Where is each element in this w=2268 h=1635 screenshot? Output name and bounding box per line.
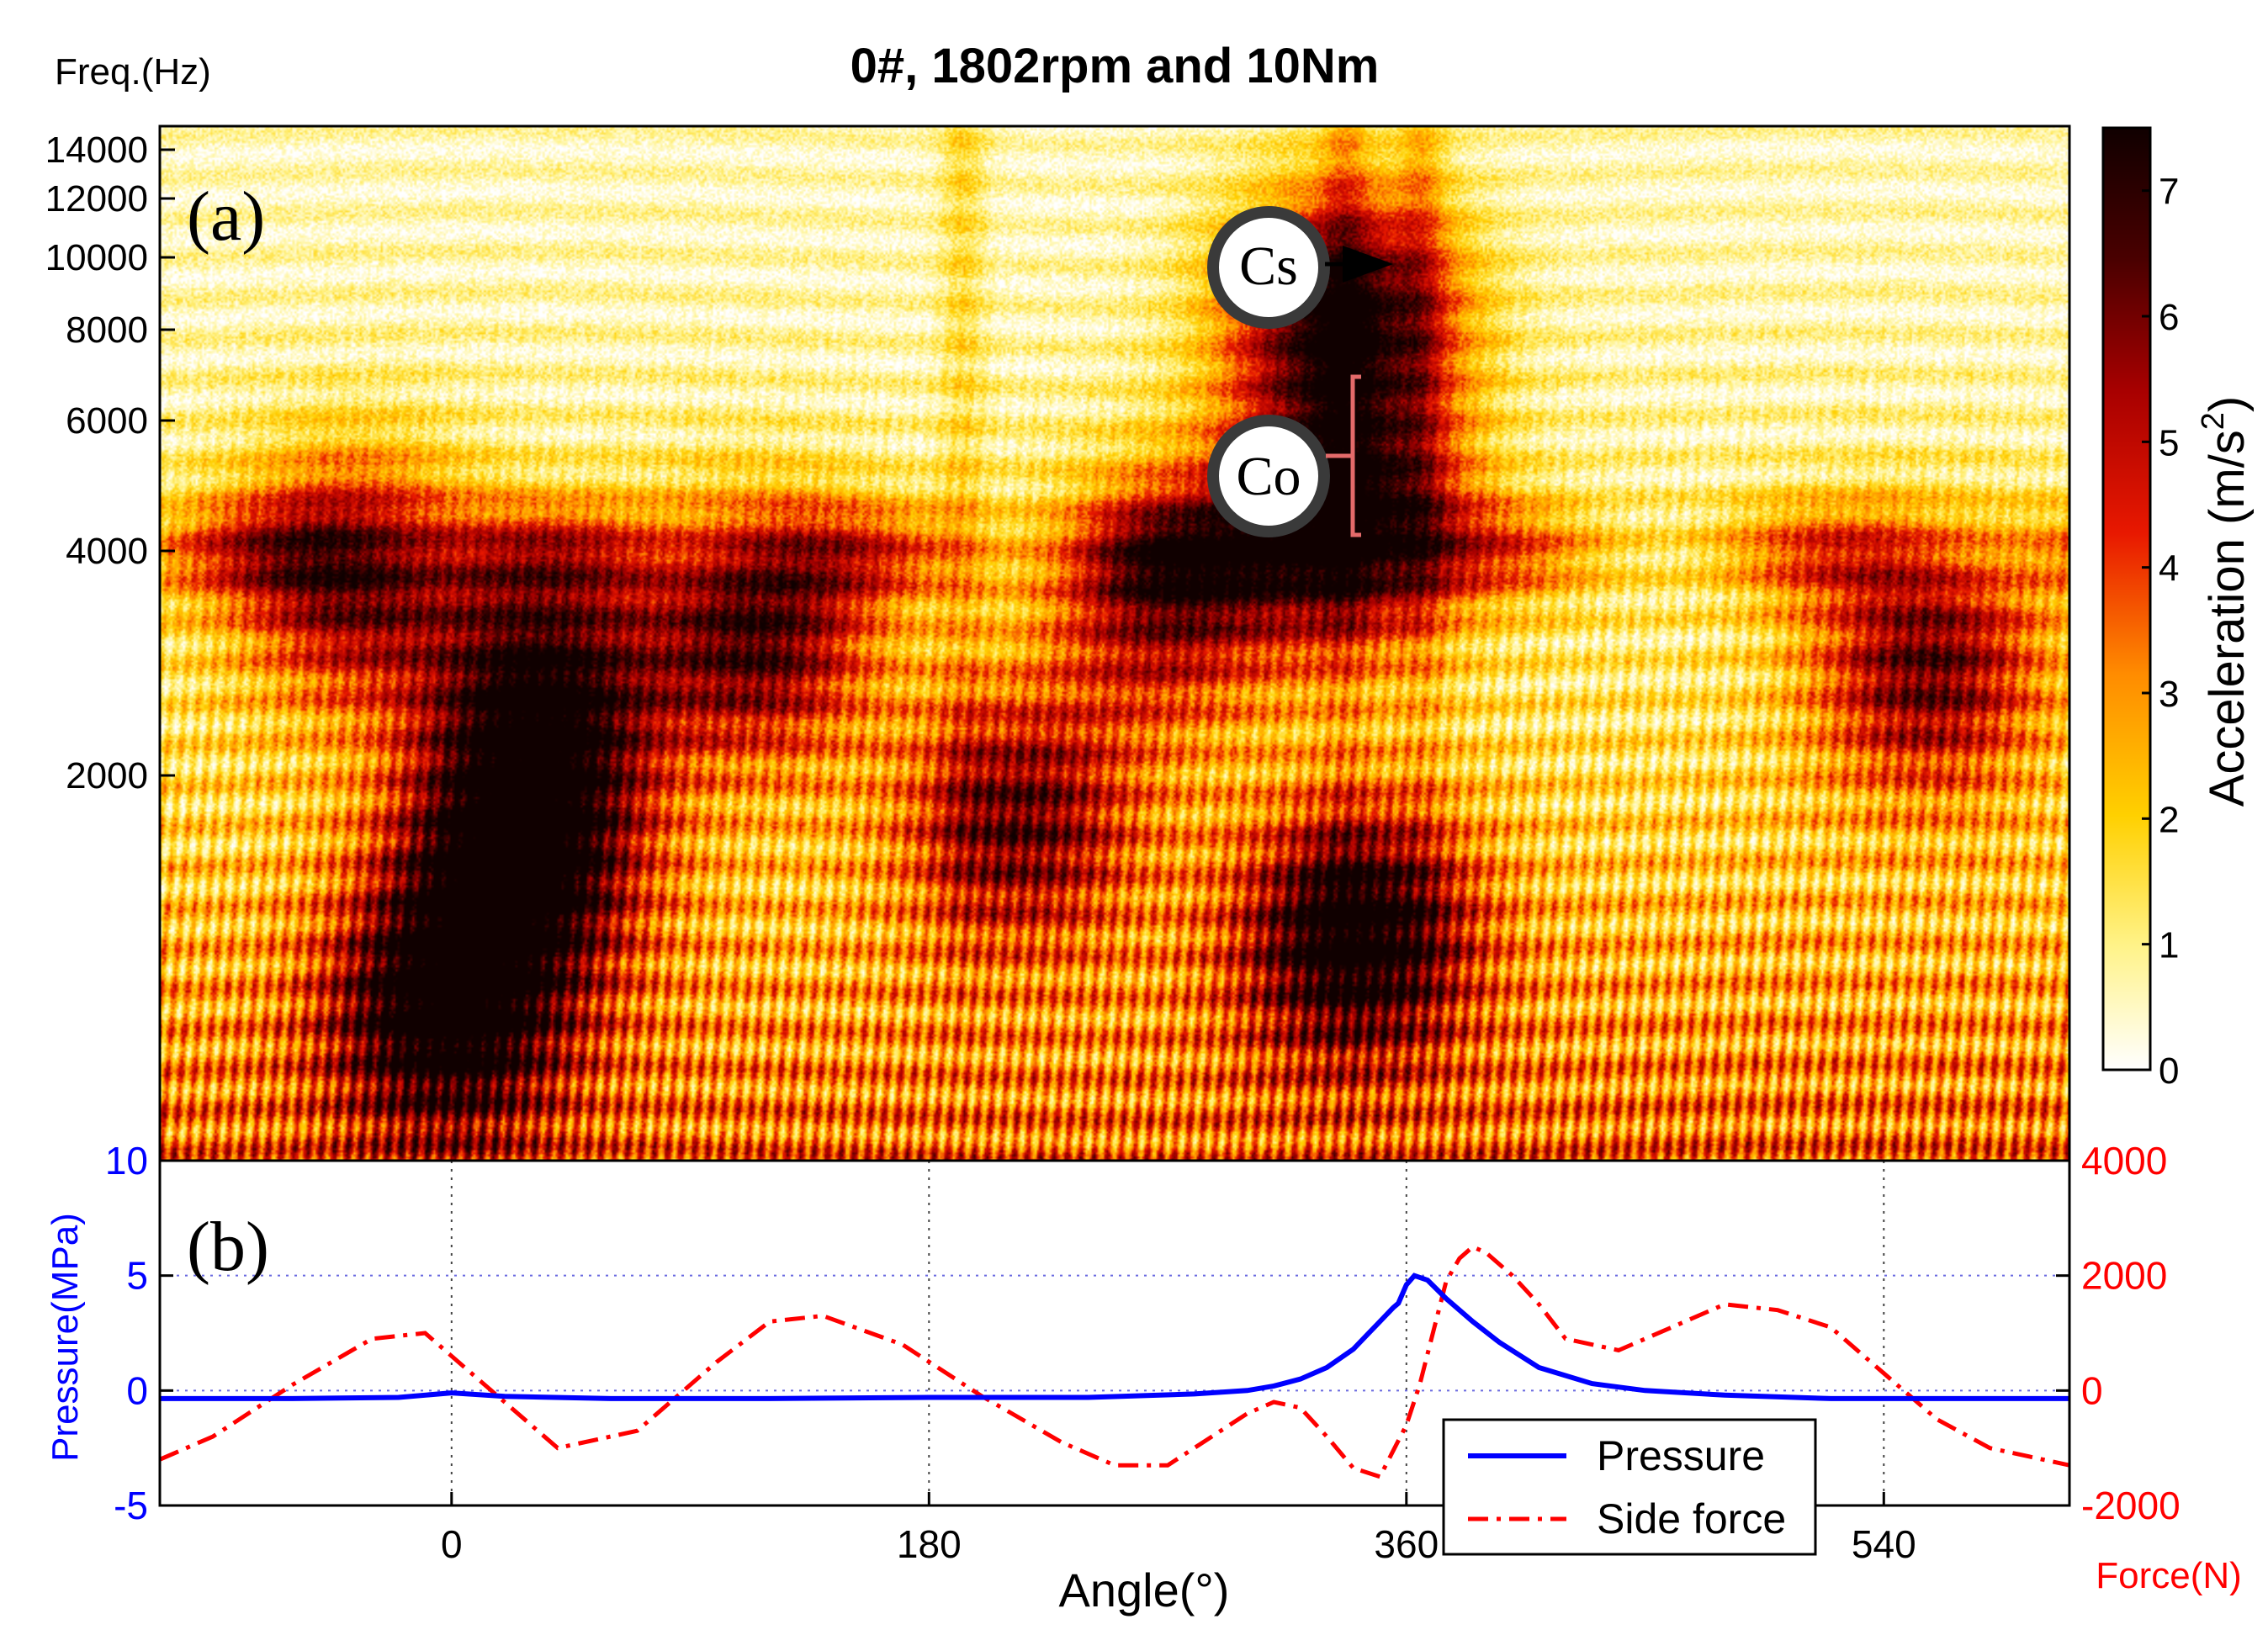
plot-b-frame bbox=[158, 1159, 2071, 1507]
cs-arrow-head bbox=[1343, 246, 1393, 283]
force-tick-label: 4000 bbox=[2081, 1139, 2167, 1183]
chart-title: 0#, 1802rpm and 10Nm bbox=[850, 39, 1380, 93]
colorbar-label: Acceleration (m/s2) bbox=[2196, 396, 2255, 807]
force-tick-label: 0 bbox=[2081, 1368, 2103, 1412]
legend: Pressure Side force bbox=[1442, 1418, 1817, 1556]
x-axis-label-angle: Angle(°) bbox=[1059, 1564, 1230, 1616]
colorbar-label-end: ) bbox=[2200, 396, 2255, 412]
co-label: Co bbox=[1236, 446, 1301, 507]
colorbar-tick-label: 4 bbox=[2159, 548, 2179, 590]
panel-a: 0#, 1802rpm and 10Nm Freq.(Hz) 140001200… bbox=[45, 39, 2255, 1162]
colorbar-tick-label: 2 bbox=[2159, 799, 2179, 840]
colorbar-tick-label: 6 bbox=[2159, 297, 2179, 338]
colorbar-label-sup: 2 bbox=[2196, 412, 2231, 430]
colorbar-tick-label: 0 bbox=[2159, 1050, 2179, 1092]
legend-box bbox=[1442, 1418, 1817, 1556]
annotation-cs: Cs bbox=[1207, 206, 1393, 329]
co-bracket bbox=[1326, 374, 1361, 537]
colorbar-tick-label: 3 bbox=[2159, 674, 2179, 715]
grid-b bbox=[160, 1161, 2069, 1505]
force-ticks: 4000 2000 0 -2000 bbox=[2056, 1139, 2181, 1527]
panel-label-b: (b) bbox=[187, 1208, 269, 1286]
panel-label-a: (a) bbox=[187, 177, 265, 256]
legend-side-force-label: Side force bbox=[1597, 1495, 1786, 1542]
angle-ticks: 0 180 360 540 bbox=[441, 1492, 1916, 1566]
y-axis-label-force: Force(N) bbox=[2096, 1555, 2242, 1596]
cs-label: Cs bbox=[1239, 235, 1298, 297]
annotation-co: Co bbox=[1207, 374, 1361, 537]
pressure-tick-label: 5 bbox=[126, 1254, 148, 1298]
freq-tick-label: 10000 bbox=[45, 237, 148, 278]
legend-pressure-label: Pressure bbox=[1597, 1432, 1765, 1479]
colorbar-gradient bbox=[2101, 126, 2152, 1071]
pressure-tick-label: -5 bbox=[114, 1484, 148, 1527]
co-circle bbox=[1207, 415, 1330, 537]
colorbar-tick-label: 5 bbox=[2159, 422, 2179, 463]
colorbar-ticks: 0 1 2 3 4 5 6 7 bbox=[2142, 172, 2179, 1092]
colorbar-tick-label: 7 bbox=[2159, 172, 2179, 213]
spectrogram-heatmap bbox=[160, 126, 2069, 1161]
force-tick-label: 2000 bbox=[2081, 1254, 2167, 1298]
angle-tick-label: 360 bbox=[1374, 1522, 1439, 1566]
series-side-force-line bbox=[159, 1244, 2070, 1479]
panel-b: 0 180 360 540 10 5 0 -5 4000 2000 0 -2000 (b) Pre… bbox=[45, 1139, 2242, 1616]
colorbar-tick-label: 1 bbox=[2159, 925, 2179, 966]
freq-tick-label: 8000 bbox=[66, 310, 148, 351]
colorbar-label-main: Acceleration (m/s bbox=[2200, 430, 2255, 807]
cs-circle bbox=[1207, 206, 1330, 329]
freq-tick-label: 6000 bbox=[66, 400, 148, 442]
pressure-tick-label: 10 bbox=[105, 1139, 148, 1183]
angle-tick-label: 180 bbox=[897, 1522, 962, 1566]
force-tick-label: -2000 bbox=[2081, 1484, 2181, 1527]
freq-tick-label: 14000 bbox=[45, 130, 148, 171]
freq-tick-label: 12000 bbox=[45, 178, 148, 220]
angle-tick-label: 0 bbox=[441, 1522, 463, 1566]
freq-tick-label: 2000 bbox=[66, 755, 148, 796]
series-pressure-line bbox=[160, 1273, 2069, 1401]
y-axis-label-pressure: Pressure(MPa) bbox=[45, 1213, 86, 1462]
freq-tick-label: 4000 bbox=[66, 531, 148, 572]
y-axis-label-freq: Freq.(Hz) bbox=[55, 51, 211, 93]
pressure-tick-label: 0 bbox=[126, 1368, 148, 1412]
freq-ticks: 14000 12000 10000 8000 6000 4000 2000 bbox=[45, 130, 175, 796]
angle-tick-label: 540 bbox=[1852, 1522, 1916, 1566]
pressure-ticks: 10 5 0 -5 bbox=[105, 1139, 173, 1527]
